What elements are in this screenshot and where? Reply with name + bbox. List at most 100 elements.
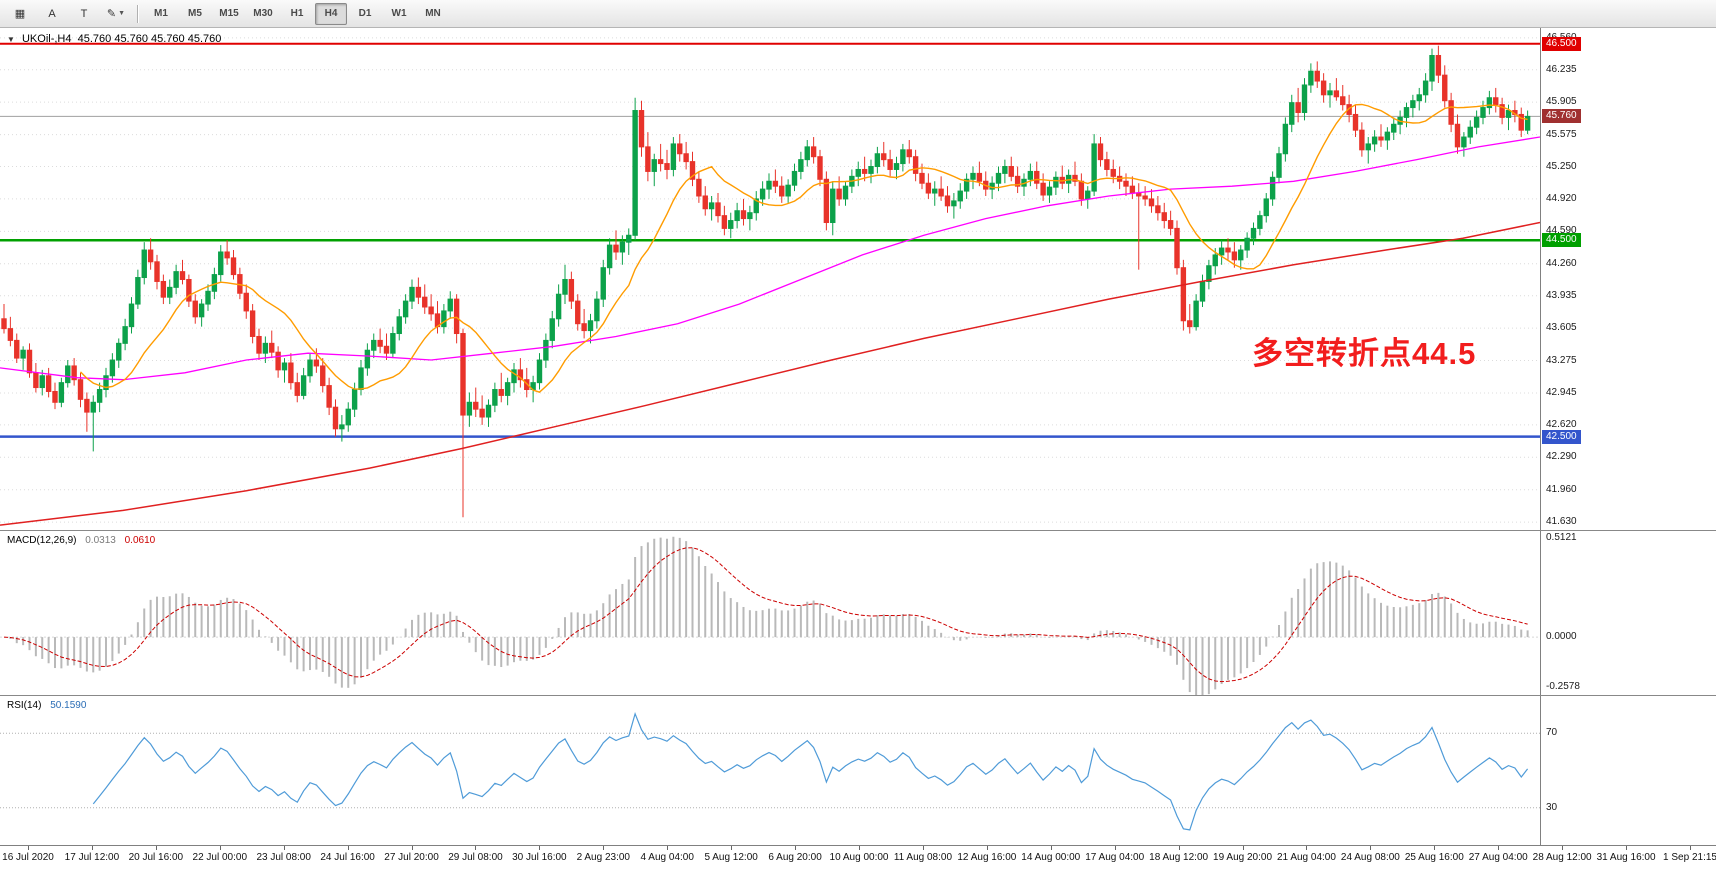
symbol-label: ▼ UKOil-,H4 45.760 45.760 45.760 45.760	[7, 33, 221, 45]
time-tick	[603, 846, 605, 850]
time-tick	[219, 846, 221, 850]
time-label: 19 Aug 20:00	[1213, 852, 1273, 863]
price-axis[interactable]: 46.56046.23545.90545.57545.25044.92044.5…	[1540, 28, 1716, 530]
time-tick	[1114, 846, 1116, 850]
macd-axis-label: -0.2578	[1546, 680, 1580, 692]
text-label-tool[interactable]: A	[48, 7, 56, 20]
price-tick-label: 43.605	[1546, 322, 1577, 334]
time-label: 5 Aug 12:00	[704, 852, 758, 863]
time-label: 17 Aug 04:00	[1085, 852, 1145, 863]
price-tick-label: 42.945	[1546, 386, 1577, 398]
time-label: 24 Jul 16:00	[320, 852, 375, 863]
rsi-value: 50.1590	[50, 700, 87, 711]
price-tick-label: 42.290	[1546, 451, 1577, 463]
time-label: 20 Jul 16:00	[128, 852, 184, 863]
time-tick	[1434, 846, 1436, 850]
time-tick	[1626, 846, 1628, 850]
macd-main-value: 0.0313	[85, 535, 116, 546]
price-tick-label: 44.590	[1546, 225, 1577, 237]
time-tick	[28, 846, 29, 850]
rsi-label-row: RSI(14) 50.1590	[7, 700, 86, 711]
macd-axis-label: 0.5121	[1546, 532, 1577, 544]
timeframe-button-mn[interactable]: MN	[425, 8, 441, 19]
price-tick-label: 45.250	[1546, 160, 1577, 172]
price-tick-label: 43.935	[1546, 289, 1577, 301]
time-tick	[1306, 846, 1308, 850]
time-label: 30 Jul 16:00	[512, 852, 567, 863]
time-tick	[1370, 846, 1372, 850]
level-price-box: 42.500	[1542, 429, 1581, 444]
macd-axis[interactable]: 0.5121 0.0000 -0.2578	[1540, 531, 1716, 695]
time-label: 10 Aug 00:00	[829, 852, 889, 863]
time-label: 4 Aug 04:00	[640, 852, 694, 863]
time-label: 27 Jul 20:00	[384, 852, 439, 863]
timeframe-button-d1[interactable]: D1	[358, 8, 372, 19]
drawing-tools-group: ▦ A T ✎ ▼	[4, 3, 132, 25]
timeframe-button-w1[interactable]: W1	[391, 8, 407, 19]
chevron-down-icon: ▼	[118, 10, 126, 17]
price-tick-label: 44.920	[1546, 192, 1577, 204]
time-label: 18 Aug 12:00	[1149, 852, 1209, 863]
rsi-chart[interactable]	[0, 696, 1540, 845]
time-tick	[1690, 846, 1691, 850]
price-tick-label: 45.905	[1546, 96, 1577, 108]
timeframe-button-m15[interactable]: M15	[219, 8, 239, 19]
main-chart-panel: 46.56046.23545.90545.57545.25044.92044.5…	[0, 28, 1716, 530]
draw-objects-dropdown[interactable]: ✎ ▼	[106, 8, 126, 20]
time-label: 14 Aug 00:00	[1021, 852, 1081, 863]
price-chart[interactable]	[0, 28, 1540, 530]
time-axis[interactable]: 16 Jul 2020 17 Jul 12:00 20 Jul 16:00 22 Ju…	[0, 845, 1716, 895]
time-tick	[731, 846, 733, 850]
time-label: 31 Aug 16:00	[1596, 852, 1656, 863]
time-label: 23 Jul 08:00	[256, 852, 311, 863]
price-tick-label: 43.275	[1546, 354, 1577, 366]
time-tick	[347, 846, 349, 850]
time-label: 29 Jul 08:00	[448, 852, 503, 863]
time-tick	[91, 846, 93, 850]
time-tick	[1050, 846, 1052, 850]
time-label: 2 Aug 23:00	[576, 852, 630, 863]
level-price-box: 44.500	[1542, 233, 1581, 248]
current-price-box: 45.760	[1542, 109, 1581, 124]
price-tick-label: 44.260	[1546, 257, 1577, 269]
timeframe-button-m30[interactable]: M30	[253, 8, 273, 19]
time-tick	[667, 846, 669, 850]
macd-panel: 0.5121 0.0000 -0.2578 MACD(12,26,9) 0.0313…	[0, 530, 1716, 695]
time-label: 22 Jul 00:00	[192, 852, 248, 863]
rsi-panel: 70 30 RSI(14) 50.1590	[0, 695, 1716, 845]
timeframe-button-h4[interactable]: H4	[315, 2, 347, 25]
macd-chart[interactable]	[0, 531, 1540, 695]
rsi-axis-label: 70	[1546, 727, 1558, 739]
price-tick-label: 46.235	[1546, 63, 1577, 75]
rsi-label: RSI(14)	[7, 700, 42, 711]
timeframe-button-m5[interactable]: M5	[188, 8, 202, 19]
time-label: 17 Jul 12:00	[64, 852, 120, 863]
text-tool[interactable]: T	[80, 7, 88, 20]
time-tick	[475, 846, 477, 850]
time-label: 28 Aug 12:00	[1532, 852, 1592, 863]
time-tick	[795, 846, 797, 850]
time-label: 11 Aug 08:00	[893, 852, 953, 863]
price-tick-label: 45.575	[1546, 128, 1577, 140]
time-tick	[1562, 846, 1564, 850]
level-price-box: 46.500	[1542, 36, 1581, 51]
ohlc-values: 45.760 45.760 45.760 45.760	[77, 33, 222, 45]
macd-label-row: MACD(12,26,9) 0.0313 0.0610	[7, 535, 155, 546]
time-label: 16 Jul 2020	[2, 852, 54, 863]
price-tick-label: 42.620	[1546, 418, 1577, 430]
time-tick	[539, 846, 541, 850]
time-label: 6 Aug 20:00	[768, 852, 822, 863]
indicator-window-icon[interactable]: ▦	[14, 8, 26, 20]
rsi-axis[interactable]: 70 30	[1540, 696, 1716, 845]
timeframe-button-m1[interactable]: M1	[154, 8, 168, 19]
time-tick	[411, 846, 413, 850]
time-tick	[155, 846, 157, 850]
chevron-down-icon[interactable]: ▼	[7, 35, 15, 44]
timeframe-button-h1[interactable]: H1	[290, 8, 304, 19]
time-tick	[859, 846, 860, 850]
macd-signal-value: 0.0610	[124, 535, 156, 546]
time-tick	[1178, 846, 1180, 850]
price-tick-label: 41.630	[1546, 516, 1577, 528]
timeframe-buttons-group: M1 M5 M15 M30 H1 H4 D1 W1 MN	[144, 2, 450, 25]
toolbar: ▦ A T ✎ ▼ M1 M5 M15 M30 H1 H4 D1 W1 MN	[0, 0, 1716, 28]
